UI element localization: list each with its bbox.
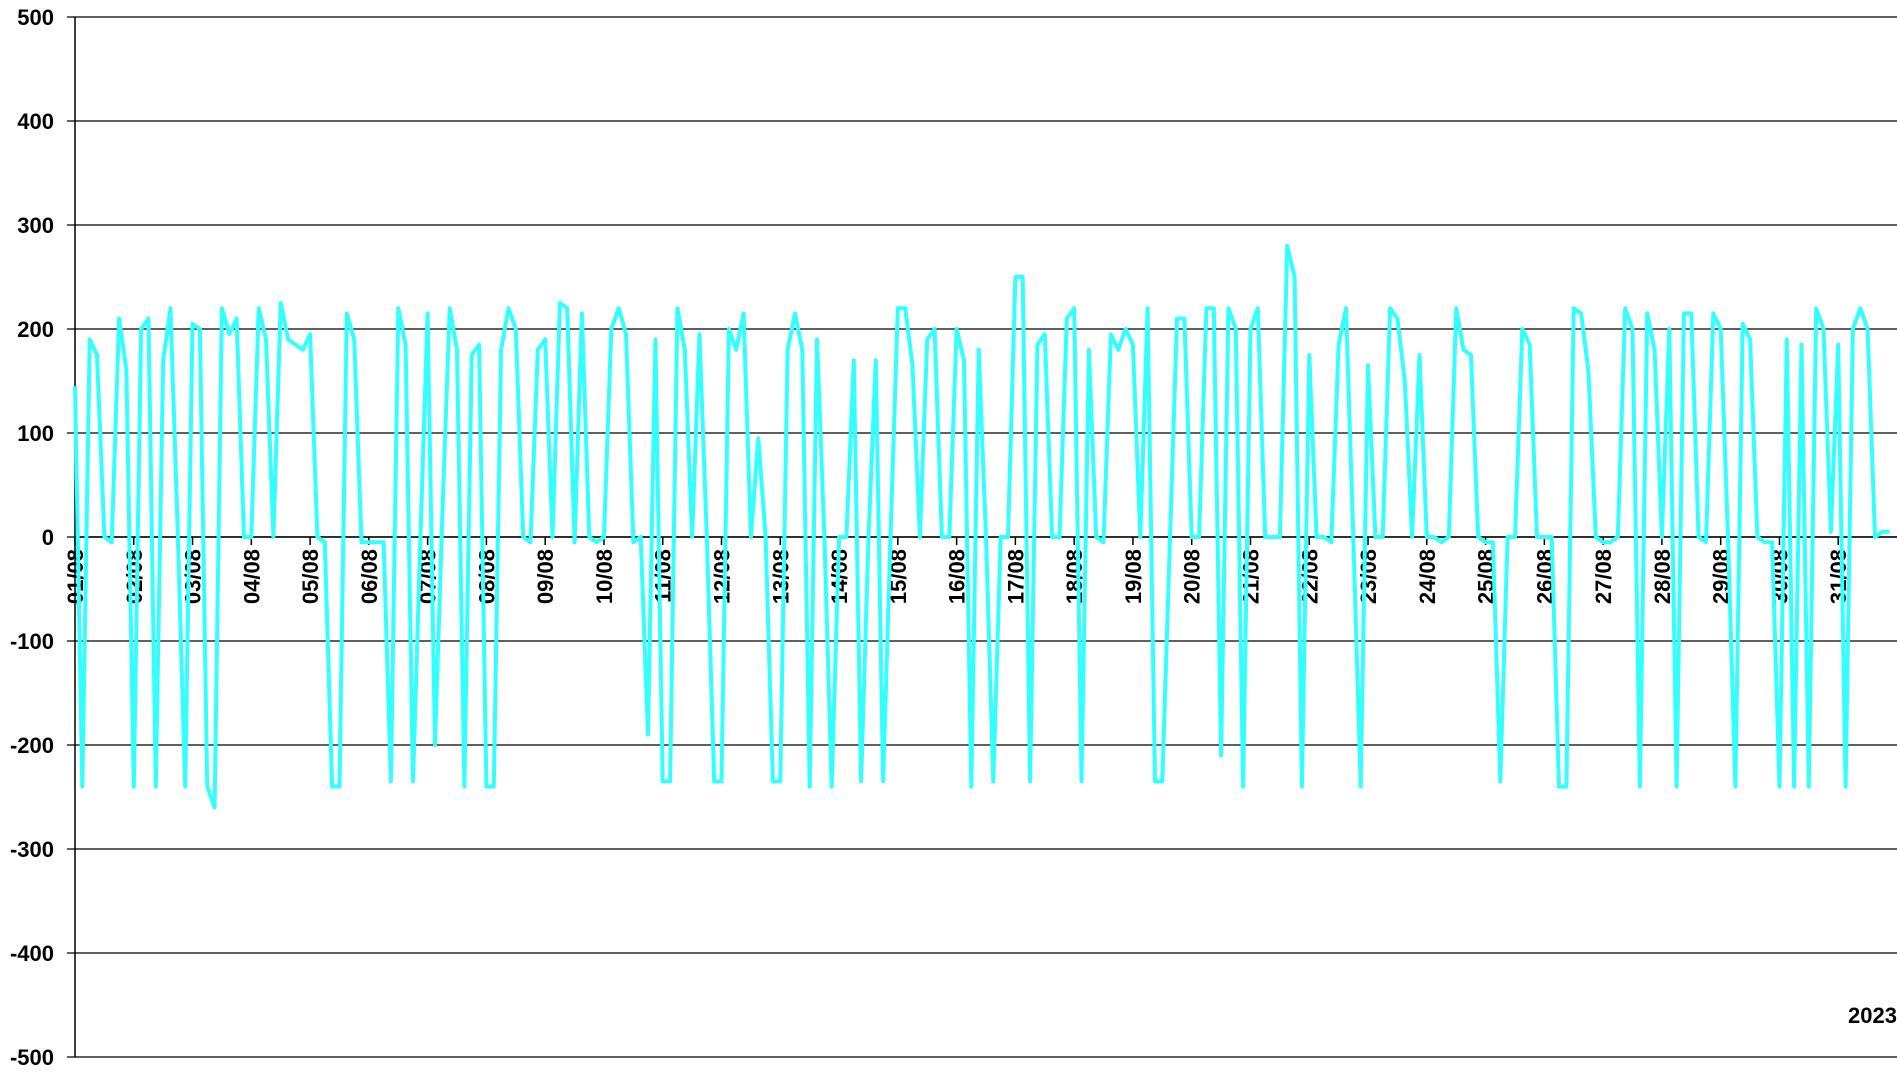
x-tick-label: 23/08 xyxy=(1356,549,1381,604)
x-tick-label: 09/08 xyxy=(533,549,558,604)
y-tick-label: 400 xyxy=(17,109,54,134)
x-tick-label: 04/08 xyxy=(239,549,264,604)
x-tick-label: 28/08 xyxy=(1650,549,1675,604)
x-tick-label: 10/08 xyxy=(592,549,617,604)
x-tick-label: 20/08 xyxy=(1180,549,1205,604)
x-tick-label: 12/08 xyxy=(710,549,735,604)
y-tick-label: -400 xyxy=(10,941,54,966)
y-tick-label: 200 xyxy=(17,317,54,342)
y-tick-label: -100 xyxy=(10,629,54,654)
year-note: 2023 xyxy=(1848,1003,1897,1028)
y-tick-label: 500 xyxy=(17,5,54,30)
y-tick-label: 0 xyxy=(42,525,54,550)
x-tick-label: 17/08 xyxy=(1003,549,1028,604)
x-tick-label: 21/08 xyxy=(1238,549,1263,604)
x-tick-label: 24/08 xyxy=(1415,549,1440,604)
x-tick-label: 19/08 xyxy=(1121,549,1146,604)
x-tick-label: 13/08 xyxy=(768,549,793,604)
y-tick-label: -500 xyxy=(10,1045,54,1070)
y-tick-label: 300 xyxy=(17,213,54,238)
x-tick-label: 03/08 xyxy=(181,549,206,604)
y-tick-label: 100 xyxy=(17,421,54,446)
y-tick-label: -200 xyxy=(10,733,54,758)
x-tick-label: 02/08 xyxy=(122,549,147,604)
y-tick-label: -300 xyxy=(10,837,54,862)
x-tick-label: 06/08 xyxy=(357,549,382,604)
x-tick-label: 27/08 xyxy=(1591,549,1616,604)
x-tick-label: 22/08 xyxy=(1297,549,1322,604)
data-line xyxy=(73,243,1890,810)
x-tick-label: 05/08 xyxy=(298,549,323,604)
